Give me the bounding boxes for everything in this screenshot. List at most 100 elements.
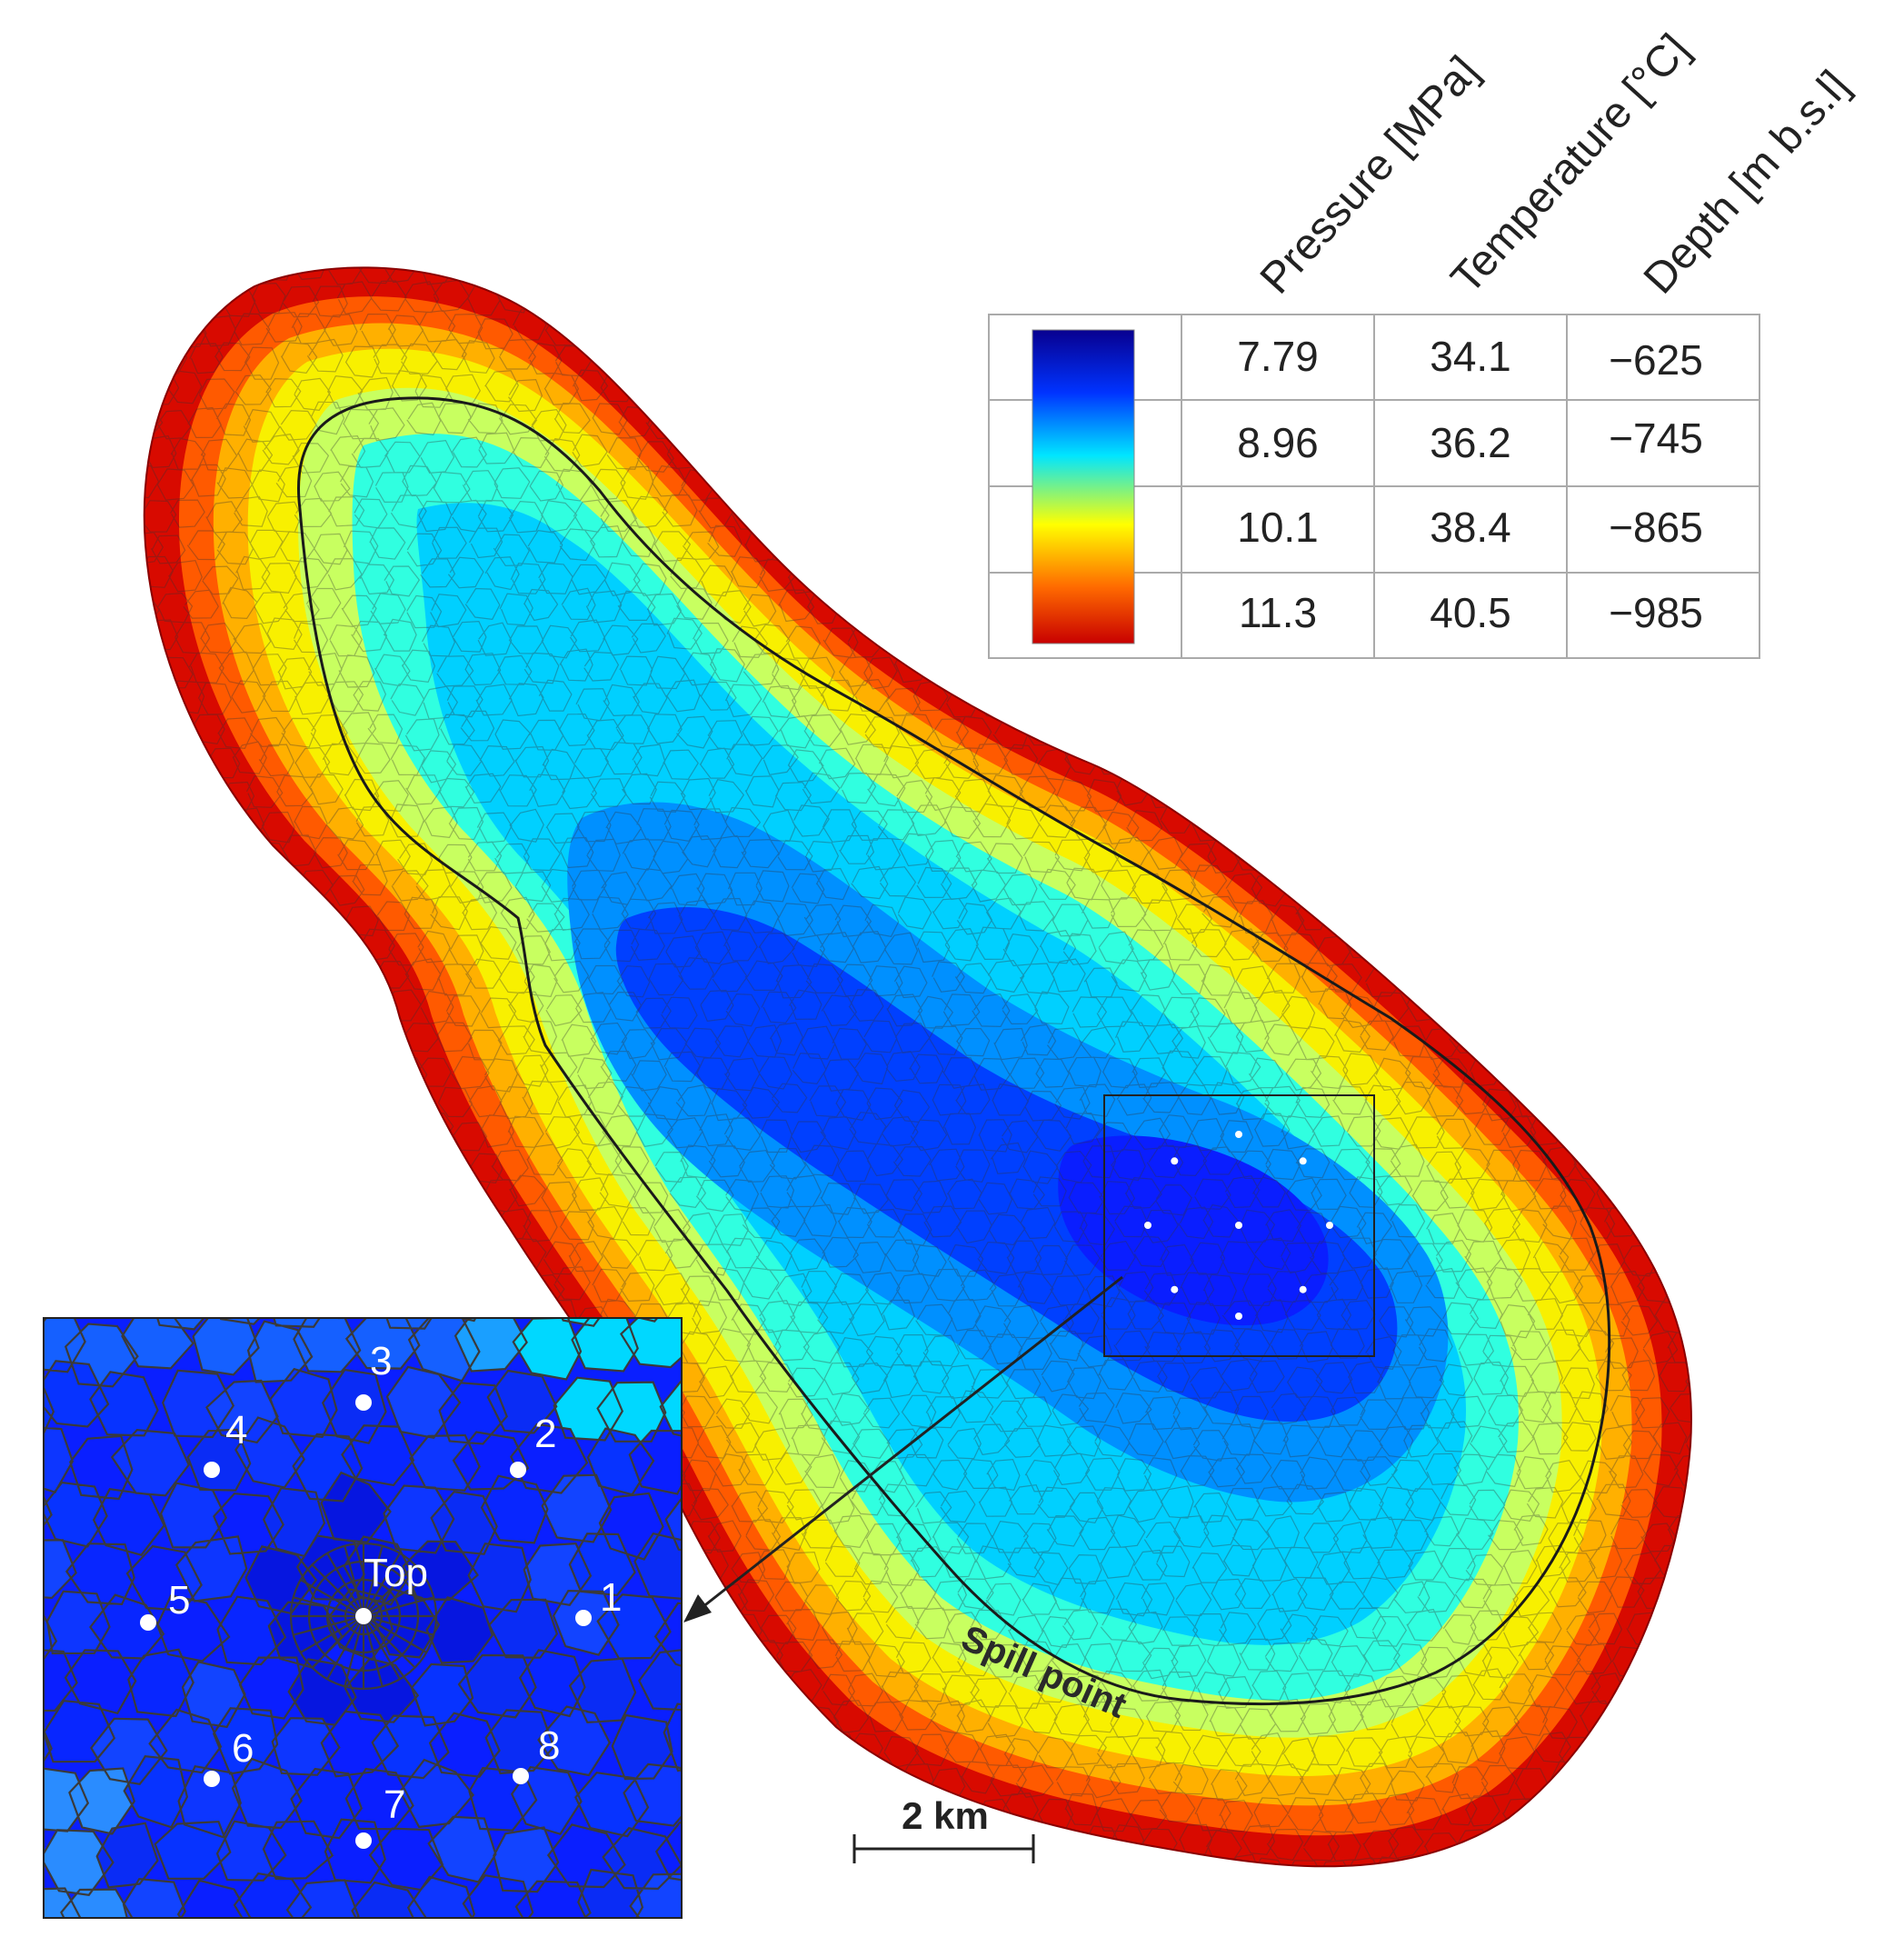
legend-temperature-2: 38.4	[1430, 504, 1511, 551]
inset-cell	[157, 1595, 230, 1662]
inset-cell	[412, 1663, 473, 1726]
well-2-marker	[510, 1462, 526, 1478]
legend-depth-2: −865	[1609, 504, 1703, 551]
well-3-label: 3	[370, 1339, 392, 1383]
zoom-well-dot	[1171, 1157, 1179, 1165]
inset-cell	[489, 1599, 557, 1658]
legend-pressure-1: 8.96	[1237, 419, 1319, 466]
zoom-box	[1103, 1094, 1375, 1357]
inset-cell	[482, 1475, 548, 1543]
zoom-box-wells	[1144, 1131, 1333, 1320]
inset-zoom-panel: Top 1 2 3 4 5 6 7 8	[43, 1253, 683, 1919]
inset-cell	[485, 1710, 554, 1773]
inset-mesh-lines	[44, 1318, 682, 1918]
inset-cell	[124, 1756, 187, 1828]
well-6-marker	[204, 1771, 220, 1787]
inset-cell	[612, 1715, 673, 1780]
inset-cell	[408, 1876, 474, 1918]
zoom-well-dot	[1299, 1285, 1307, 1293]
inset-cell	[245, 1546, 316, 1613]
inset-cell	[459, 1655, 536, 1718]
inset-cell	[542, 1474, 612, 1543]
inset-cell	[124, 1879, 185, 1918]
inset-cell	[44, 1427, 73, 1493]
well-6-label: 6	[232, 1726, 254, 1771]
inset-cell	[660, 1380, 682, 1436]
inset-cell	[155, 1822, 231, 1879]
inset-cell	[193, 1318, 259, 1375]
inset-cell	[663, 1703, 682, 1771]
inset-cell	[455, 1318, 527, 1372]
legend: Pressure [MPa] Temperature [°C] Depth [m…	[988, 25, 1859, 659]
inset-cell	[44, 1483, 107, 1547]
reservoir-outline	[143, 266, 1692, 1868]
well-8-marker	[513, 1768, 529, 1784]
inset-cell	[96, 1822, 158, 1888]
inset-cell	[90, 1594, 164, 1659]
legend-temperature-1: 36.2	[1430, 419, 1511, 466]
inset-cell	[270, 1369, 337, 1437]
inset-cell	[233, 1759, 302, 1828]
inset-cell	[327, 1589, 393, 1660]
inset-cell	[122, 1318, 194, 1369]
inset-cell	[61, 1889, 133, 1918]
inset-cell	[44, 1361, 108, 1427]
inset-cell	[321, 1711, 398, 1777]
zoom-arrow	[697, 1275, 1123, 1613]
inset-cell	[346, 1318, 420, 1369]
inset-cell	[90, 1372, 158, 1436]
legend-temperature-0: 34.1	[1430, 333, 1511, 380]
well-4-marker	[204, 1462, 220, 1478]
inset-cell	[217, 1596, 285, 1665]
inset-cell	[665, 1498, 682, 1551]
zoom-well-dot	[1171, 1285, 1179, 1293]
inset-cell	[493, 1827, 559, 1892]
inset-cell	[272, 1718, 340, 1775]
inset-cell	[149, 1709, 221, 1773]
inset-cell	[515, 1881, 591, 1918]
inset-cell	[345, 1769, 414, 1830]
legend-depth-3: −985	[1609, 589, 1703, 636]
inset-cell	[468, 1543, 531, 1613]
inset-cell	[426, 1597, 493, 1663]
inset-cell	[370, 1828, 443, 1891]
zoom-well-dot	[1299, 1157, 1307, 1165]
inset-cell	[588, 1428, 653, 1495]
well-7-label: 7	[384, 1782, 405, 1827]
inset-cell	[44, 1830, 114, 1895]
inset-cell	[214, 1708, 278, 1774]
zoom-well-top-dot	[1235, 1222, 1242, 1229]
legend-depth-1: −745	[1609, 414, 1703, 462]
inset-cell	[47, 1591, 110, 1653]
zoom-well-dot	[1235, 1313, 1242, 1320]
legend-colorbar	[1032, 329, 1135, 644]
legend-pressure-2: 10.1	[1237, 504, 1319, 551]
zoom-well-dot	[1235, 1131, 1242, 1138]
legend-pressure-0: 7.79	[1237, 333, 1319, 380]
zoom-well-dot	[1144, 1222, 1151, 1229]
inset-cell	[161, 1483, 226, 1548]
zoom-arrow-head	[683, 1594, 712, 1623]
spill-point-contour	[297, 396, 1611, 1706]
inset-cell	[178, 1766, 241, 1838]
inset-cell	[538, 1706, 610, 1775]
inset-cell	[634, 1533, 682, 1599]
well-7-marker	[355, 1832, 372, 1849]
inset-cell	[384, 1485, 454, 1553]
inset-cell	[69, 1768, 135, 1834]
scale-bar: 2 km	[852, 1794, 1035, 1863]
inset-cell	[597, 1594, 671, 1659]
inset-cell	[112, 1430, 189, 1496]
inset-cell	[572, 1318, 638, 1372]
well-5-label: 5	[168, 1578, 190, 1623]
well-5-marker	[140, 1614, 156, 1631]
inset-cell	[65, 1650, 136, 1713]
inset-cell	[569, 1533, 635, 1595]
inset-cell	[403, 1541, 478, 1600]
legend-header-depth: Depth [m b.s.l]	[1635, 62, 1859, 303]
well-1-marker	[575, 1610, 592, 1626]
inset-cell	[578, 1870, 643, 1918]
inset-cell	[95, 1253, 158, 1313]
inset-cell	[639, 1650, 682, 1711]
inset-frame	[43, 1317, 683, 1919]
